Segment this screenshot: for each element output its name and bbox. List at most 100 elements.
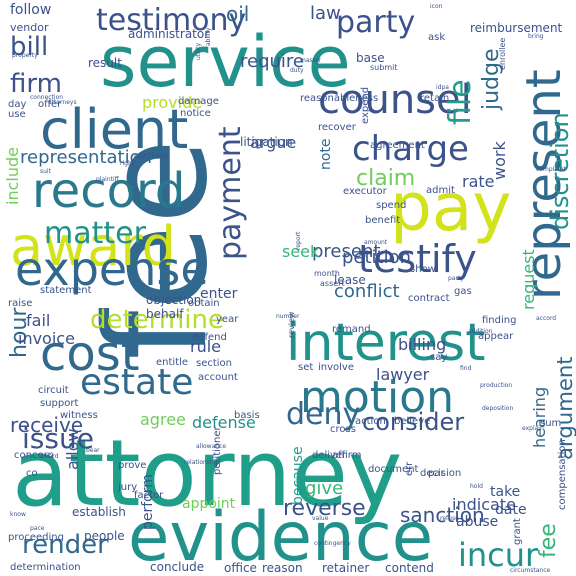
word-provide-50: provide xyxy=(142,93,202,112)
word-document-132: document xyxy=(368,464,419,475)
word-cost-10: cost xyxy=(40,326,140,382)
word-charge-17: charge xyxy=(352,129,469,169)
word-report-158: report xyxy=(295,231,302,250)
word-argument-29: argument xyxy=(552,356,576,460)
word-concern-137: concern xyxy=(14,450,54,461)
word-request-40: request xyxy=(519,249,538,310)
word-enrollee-148: enrollee xyxy=(498,38,507,70)
word-notice-87: notice xyxy=(180,108,211,119)
word-include-46: include xyxy=(3,147,22,205)
word-deny-27: deny xyxy=(286,397,360,432)
word-file-20: file xyxy=(443,79,478,125)
word-section-109: section xyxy=(196,358,232,369)
word-raise-104: raise xyxy=(8,298,32,309)
word-establish-73: establish xyxy=(72,505,126,519)
word-counsel-12: counsel xyxy=(318,77,472,123)
word-enter-66: enter xyxy=(200,286,238,302)
word-cross-127: cross xyxy=(330,424,356,435)
word-jury-134: jury xyxy=(117,482,137,493)
word-attorney-0: attorney xyxy=(12,420,402,527)
word-defense-56: defense xyxy=(192,413,256,432)
word-people-74: people xyxy=(84,529,125,543)
word-support-112: support xyxy=(40,398,78,409)
word-obtain-120: obtain xyxy=(188,298,220,309)
word-record-8: record xyxy=(32,163,185,219)
word-grant-150: grant xyxy=(512,518,523,545)
word-agree-55: agree xyxy=(140,410,186,429)
word-property-151: property xyxy=(12,52,38,59)
word-interest-6: interest xyxy=(286,313,486,373)
word-office-69: office xyxy=(224,561,257,575)
word-determination-76: determination xyxy=(10,562,81,573)
word-appoint-72: appoint xyxy=(182,496,236,512)
word-fee-80: fee xyxy=(536,523,561,558)
word-note-65: note xyxy=(318,138,334,170)
word-service-2: service xyxy=(100,21,351,103)
word-compensation-139: compensation xyxy=(557,439,568,510)
word-estate-16: estate xyxy=(80,362,193,403)
word-allow-57: allow xyxy=(63,428,82,470)
word-vendor-82: vendor xyxy=(10,21,49,34)
word-remand-123: remand xyxy=(332,324,371,335)
word-render-25: render xyxy=(22,530,108,560)
word-par-145: par xyxy=(428,468,445,479)
word-result-85: result xyxy=(88,56,122,70)
word-claim-32: claim xyxy=(356,166,415,191)
word-abuse-79: abuse xyxy=(456,514,498,530)
word-reasonableness-89: reasonableness xyxy=(300,93,378,104)
word-icon-163: icon xyxy=(430,3,443,10)
word-reason-71: reason xyxy=(262,561,303,575)
word-rate-52: rate xyxy=(462,172,495,191)
word-witness-113: witness xyxy=(60,410,98,421)
word-sum-144: sum xyxy=(540,418,561,429)
word-petitioner-138: petitioner xyxy=(212,425,223,475)
word-explain-154: explain xyxy=(522,425,544,432)
word-decision-133: decision xyxy=(420,468,461,479)
word-hearing-43: hearing xyxy=(530,387,549,448)
word-spend-98: spend xyxy=(376,200,406,211)
word-hold-184: hold xyxy=(470,483,483,490)
word-billing-44: billing xyxy=(398,335,446,354)
word-lease-100: lease xyxy=(334,273,366,287)
word-bill-30: bill xyxy=(10,32,48,62)
word-admit-97: admit xyxy=(426,185,455,196)
word-proceeding-75: proceeding xyxy=(8,532,64,543)
word-accord-180: accord xyxy=(536,315,556,322)
word-hour-34: hour xyxy=(7,307,32,358)
word-discretion-21: discretion xyxy=(546,112,574,230)
word-attorneys-153: attorneys xyxy=(48,99,77,106)
word-expense-7: expense xyxy=(15,242,209,296)
word-sanction-39: sanction xyxy=(400,503,485,527)
word-bring-162: bring xyxy=(528,33,544,40)
word-deposition-173: deposition xyxy=(482,405,513,412)
word-bear-170: bear xyxy=(86,447,100,454)
word-indicate-63: indicate xyxy=(452,495,516,514)
word-retainer-70: retainer xyxy=(322,561,369,575)
word-pay-4: pay xyxy=(390,169,511,246)
word-judge-33: judge xyxy=(479,48,504,111)
word-utility-174: utility xyxy=(195,42,202,60)
word-perform-58: perform xyxy=(140,474,156,530)
word-affirm-130: affirm xyxy=(332,450,361,461)
word-payment-15: payment xyxy=(213,126,248,260)
word-action-128: action xyxy=(355,416,386,427)
word-number-172: number xyxy=(276,313,300,320)
word-entitle-108: entitle xyxy=(156,357,188,368)
word-issue-24: issue xyxy=(22,422,94,455)
word-day-106: day xyxy=(8,99,26,110)
word-require-49: require xyxy=(240,51,304,72)
word-finding-115: finding xyxy=(482,315,516,326)
word-incur-26: incur xyxy=(458,536,539,574)
word-month-140: month xyxy=(314,269,340,278)
word-defend-122: defend xyxy=(192,332,227,343)
word-use-107: use xyxy=(8,109,26,120)
word-co-143: co xyxy=(26,468,38,479)
word-testify-14: testify xyxy=(358,237,477,281)
word-matter-22: matter xyxy=(44,216,147,251)
word-lawyer-45: lawyer xyxy=(376,365,430,384)
word-reimbursement-91: reimbursement xyxy=(470,21,563,35)
word-invoice-60: invoice xyxy=(18,329,75,348)
word-reverse-38: reverse xyxy=(283,496,366,521)
word-ability-177: ability xyxy=(205,27,212,46)
